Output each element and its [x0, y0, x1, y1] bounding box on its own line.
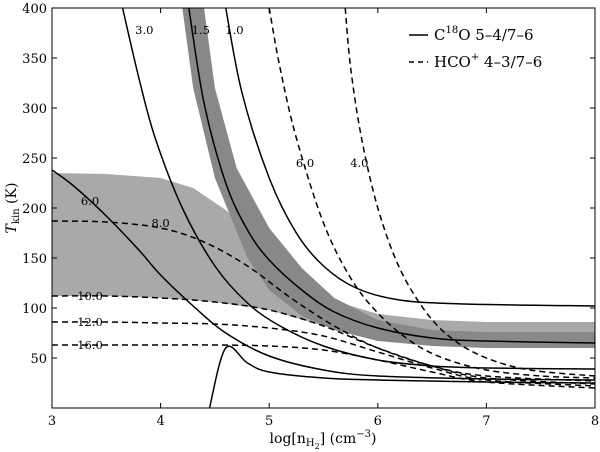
x-axis-label: log[nH2] (cm−3) [270, 429, 377, 451]
y-tick-label-3: 200 [22, 202, 47, 217]
series-label-10: 16.0 [77, 338, 103, 352]
legend: C18O 5–4/7–6 HCO+ 4–3/7–6 [409, 25, 542, 71]
series-label-2: 1.0 [225, 23, 243, 37]
y-tick-label-5: 300 [22, 102, 47, 117]
series-label-5: 6.0 [296, 156, 314, 170]
series-line-5 [268, 8, 595, 379]
y-tick-label-6: 350 [22, 52, 47, 67]
contour-lines [52, 8, 595, 408]
series-line-2 [225, 8, 595, 307]
y-tick-label-7: 400 [22, 2, 47, 17]
x-tick-label-3: 6 [374, 414, 382, 429]
series-line-3 [52, 169, 595, 381]
x-tick-label-0: 3 [48, 414, 56, 429]
series-line-6 [344, 8, 595, 377]
x-tick-label-1: 4 [156, 414, 164, 429]
x-tick-label-5: 8 [591, 414, 599, 429]
legend-entry-hco: HCO+ 4–3/7–6 [434, 52, 542, 71]
series-line-1 [188, 8, 595, 344]
series-line-10 [52, 344, 595, 389]
band-hco-ratio-band [182, 8, 595, 348]
series-line-8 [52, 295, 595, 385]
series-line-4 [208, 345, 595, 408]
contour-labels: 3.0 1.5 1.0 6.0 6.0 4.0 8.0 10.0 12.0 16.0 [77, 23, 368, 352]
series-label-0: 3.0 [135, 23, 153, 37]
series-label-1: 1.5 [192, 23, 210, 37]
series-label-7: 8.0 [151, 216, 169, 230]
axis-ticks: 3 4 5 6 7 8 50 100 150 200 250 300 350 400 [22, 2, 599, 429]
series-label-8: 10.0 [77, 289, 103, 303]
series-label-6: 4.0 [350, 156, 368, 170]
series-line-9 [52, 321, 595, 387]
y-tick-label-4: 250 [22, 152, 47, 167]
y-tick-label-1: 100 [22, 302, 47, 317]
series-line-0 [121, 8, 595, 370]
y-tick-label-2: 150 [22, 252, 47, 267]
y-axis-label: Tkin (K) [4, 183, 22, 234]
x-tick-label-4: 7 [482, 414, 490, 429]
legend-entry-c18o: C18O 5–4/7–6 [434, 25, 534, 44]
x-tick-label-2: 5 [265, 414, 273, 429]
series-label-3: 6.0 [81, 194, 99, 208]
series-label-9: 12.0 [77, 315, 103, 329]
y-tick-label-0: 50 [30, 352, 47, 367]
series-line-7 [52, 220, 595, 382]
